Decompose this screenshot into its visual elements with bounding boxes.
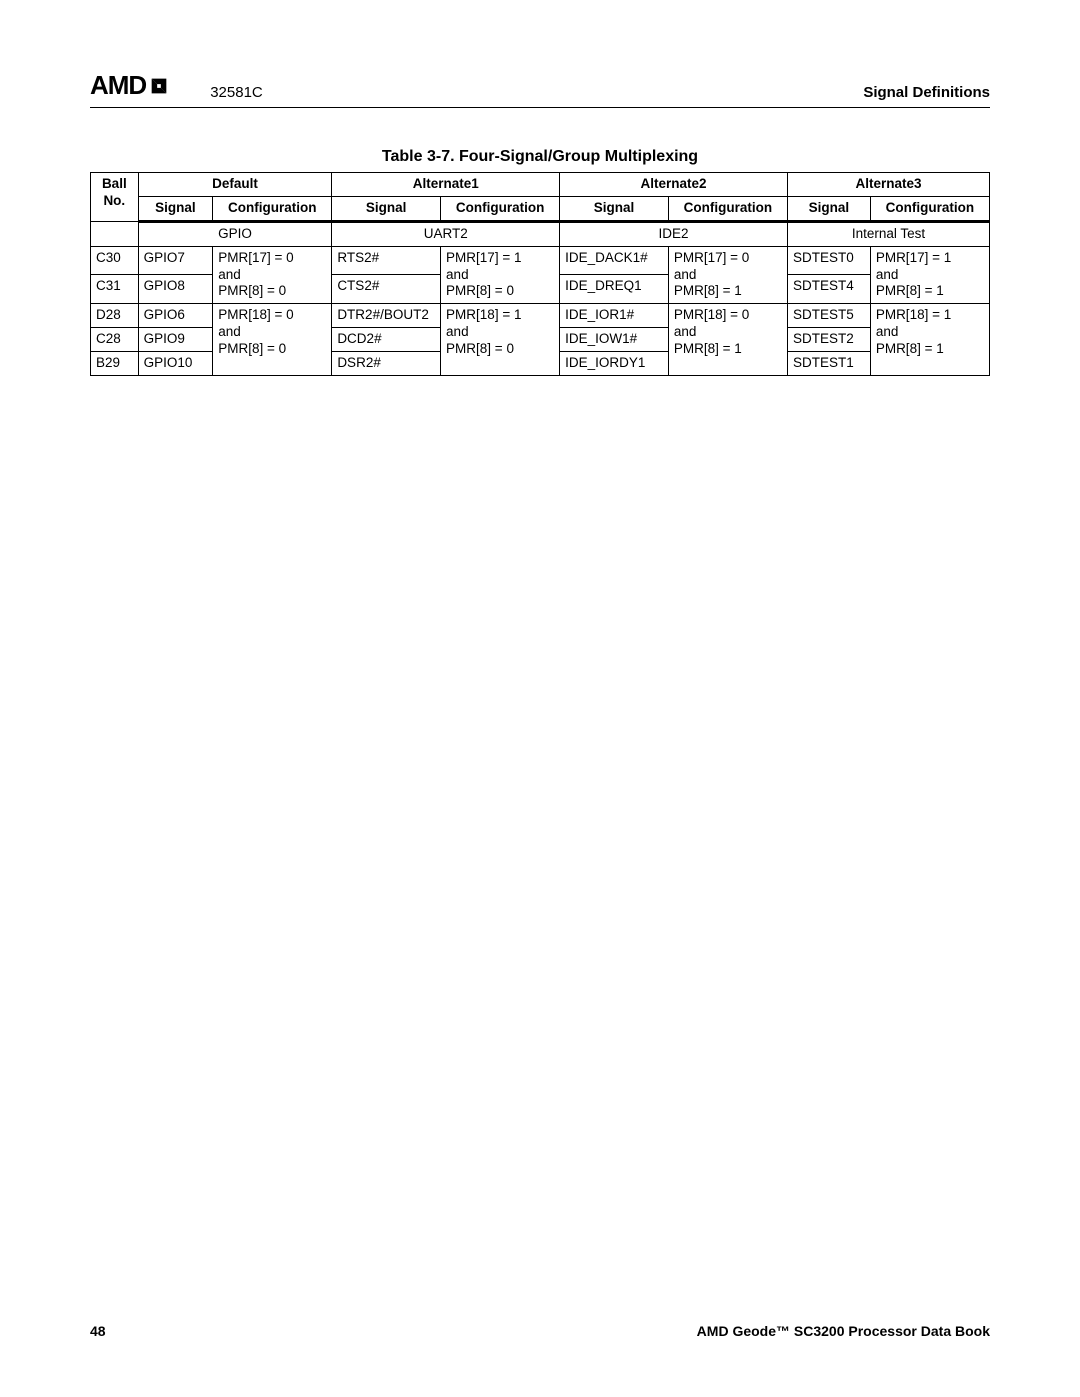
th-config: Configuration: [441, 196, 560, 221]
th-config: Configuration: [213, 196, 332, 221]
table-header-row-2: Signal Configuration Signal Configuratio…: [91, 196, 990, 221]
th-default: Default: [138, 173, 332, 197]
th-signal: Signal: [787, 196, 870, 221]
amd-arrow-icon: [148, 75, 170, 97]
group-uart2: UART2: [332, 221, 560, 246]
t: PMR[8] = 1: [876, 283, 944, 298]
t: PMR[17] = 0: [674, 250, 749, 265]
t: and: [218, 267, 241, 282]
t: PMR[18] = 0: [674, 307, 749, 322]
cell-sig: CTS2#: [332, 275, 441, 304]
page: AMD 32581C Signal Definitions Table 3-7.…: [0, 0, 1080, 1397]
t: and: [446, 324, 469, 339]
t: PMR[18] = 0: [218, 307, 293, 322]
cell-sig: SDTEST0: [787, 246, 870, 275]
cell-sig: GPIO10: [138, 352, 213, 376]
cell-sig: RTS2#: [332, 246, 441, 275]
cell-sig: DCD2#: [332, 328, 441, 352]
cell-sig: SDTEST1: [787, 352, 870, 376]
th-signal: Signal: [138, 196, 213, 221]
cell-ball: C30: [91, 246, 139, 275]
t: PMR[8] = 1: [674, 283, 742, 298]
page-header: AMD 32581C Signal Definitions: [90, 70, 990, 108]
header-left: AMD 32581C: [90, 70, 263, 101]
amd-logo-text: AMD: [90, 70, 146, 101]
table-row: D28 GPIO6 PMR[18] = 0 and PMR[8] = 0 DTR…: [91, 304, 990, 328]
cell-sig: GPIO6: [138, 304, 213, 328]
cell-sig: GPIO7: [138, 246, 213, 275]
cell-conf: PMR[17] = 1 and PMR[8] = 0: [441, 246, 560, 304]
t: PMR[18] = 1: [876, 307, 951, 322]
cell-sig: IDE_DREQ1: [560, 275, 669, 304]
group-gpio: GPIO: [138, 221, 332, 246]
cell-ball: C28: [91, 328, 139, 352]
cell-empty: [91, 221, 139, 246]
t: PMR[17] = 1: [876, 250, 951, 265]
cell-conf: PMR[18] = 1 and PMR[8] = 0: [441, 304, 560, 376]
group-row: GPIO UART2 IDE2 Internal Test: [91, 221, 990, 246]
cell-ball: B29: [91, 352, 139, 376]
t: and: [876, 324, 899, 339]
cell-ball: C31: [91, 275, 139, 304]
th-alt2: Alternate2: [560, 173, 788, 197]
t: PMR[18] = 1: [446, 307, 521, 322]
table-header-row-1: Ball No. Default Alternate1 Alternate2 A…: [91, 173, 990, 197]
t: PMR[8] = 1: [876, 341, 944, 356]
cell-sig: GPIO9: [138, 328, 213, 352]
cell-sig: IDE_DACK1#: [560, 246, 669, 275]
cell-conf: PMR[18] = 0 and PMR[8] = 1: [668, 304, 787, 376]
t: PMR[8] = 0: [218, 341, 286, 356]
page-footer: 48 AMD Geode™ SC3200 Processor Data Book: [90, 1323, 990, 1339]
t: and: [876, 267, 899, 282]
mux-table: Ball No. Default Alternate1 Alternate2 A…: [90, 172, 990, 376]
t: PMR[17] = 1: [446, 250, 521, 265]
cell-sig: IDE_IORDY1: [560, 352, 669, 376]
amd-logo: AMD: [90, 70, 170, 101]
doc-id: 32581C: [210, 84, 263, 101]
table-title: Table 3-7. Four-Signal/Group Multiplexin…: [90, 148, 990, 166]
book-title: AMD Geode™ SC3200 Processor Data Book: [697, 1323, 990, 1339]
cell-conf: PMR[17] = 1 and PMR[8] = 1: [870, 246, 989, 304]
header-right: Signal Definitions: [863, 84, 990, 101]
cell-sig: GPIO8: [138, 275, 213, 304]
cell-sig: SDTEST2: [787, 328, 870, 352]
page-number: 48: [90, 1323, 106, 1339]
t: PMR[8] = 0: [446, 283, 514, 298]
cell-conf: PMR[18] = 1 and PMR[8] = 1: [870, 304, 989, 376]
t: PMR[8] = 1: [674, 341, 742, 356]
cell-conf: PMR[18] = 0 and PMR[8] = 0: [213, 304, 332, 376]
cell-sig: SDTEST4: [787, 275, 870, 304]
t: PMR[8] = 0: [446, 341, 514, 356]
th-alt1: Alternate1: [332, 173, 560, 197]
cell-ball: D28: [91, 304, 139, 328]
t: PMR[8] = 0: [218, 283, 286, 298]
th-signal: Signal: [332, 196, 441, 221]
t: PMR[17] = 0: [218, 250, 293, 265]
th-ball: Ball No.: [91, 173, 139, 222]
cell-conf: PMR[17] = 0 and PMR[8] = 1: [668, 246, 787, 304]
th-config: Configuration: [668, 196, 787, 221]
t: and: [674, 324, 697, 339]
th-signal: Signal: [560, 196, 669, 221]
cell-conf: PMR[17] = 0 and PMR[8] = 0: [213, 246, 332, 304]
t: and: [218, 324, 241, 339]
t: and: [446, 267, 469, 282]
cell-sig: DSR2#: [332, 352, 441, 376]
cell-sig: IDE_IOW1#: [560, 328, 669, 352]
group-itest: Internal Test: [787, 221, 989, 246]
table-row: C30 GPIO7 PMR[17] = 0 and PMR[8] = 0 RTS…: [91, 246, 990, 275]
group-ide2: IDE2: [560, 221, 788, 246]
cell-sig: DTR2#/BOUT2: [332, 304, 441, 328]
cell-sig: SDTEST5: [787, 304, 870, 328]
t: and: [674, 267, 697, 282]
th-config: Configuration: [870, 196, 989, 221]
cell-sig: IDE_IOR1#: [560, 304, 669, 328]
th-alt3: Alternate3: [787, 173, 989, 197]
